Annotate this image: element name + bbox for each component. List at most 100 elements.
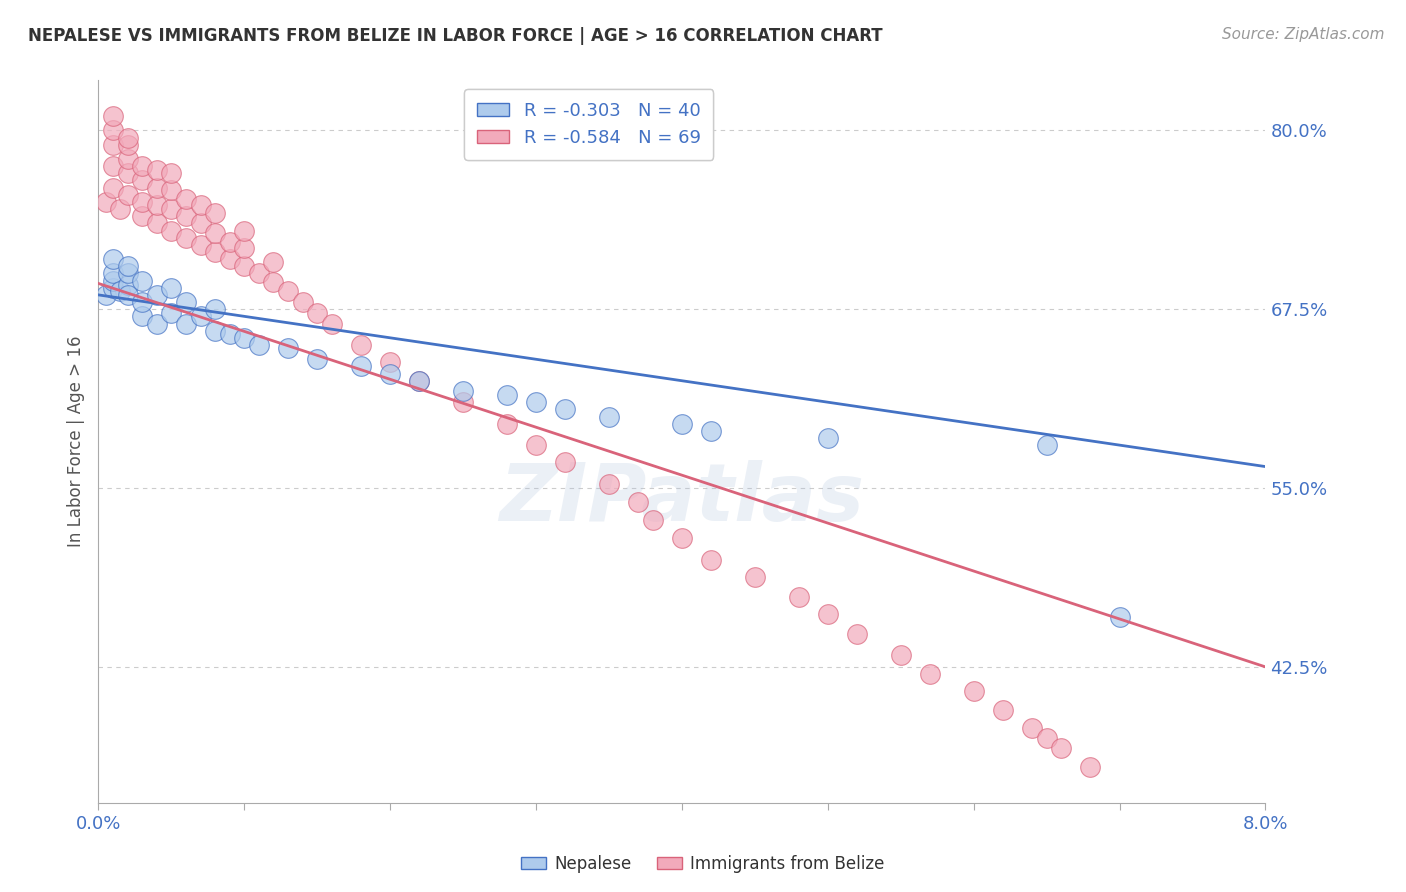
Point: [117, 267, 139, 281]
Point: [641, 512, 664, 526]
Point: [174, 230, 197, 244]
Point: [160, 281, 183, 295]
Point: [350, 338, 373, 352]
Point: [1035, 731, 1057, 746]
Point: [174, 317, 197, 331]
Point: [146, 317, 169, 331]
Point: [174, 192, 197, 206]
Point: [671, 531, 693, 545]
Point: [131, 295, 153, 310]
Point: [174, 209, 197, 223]
Point: [117, 288, 139, 302]
Point: [524, 438, 547, 452]
Point: [233, 331, 256, 345]
Point: [110, 284, 132, 298]
Point: [131, 209, 153, 223]
Point: [350, 359, 373, 374]
Point: [554, 402, 576, 417]
Point: [131, 274, 153, 288]
Point: [262, 275, 284, 289]
Point: [174, 295, 197, 310]
Point: [101, 137, 124, 152]
Point: [307, 306, 329, 320]
Point: [160, 166, 183, 180]
Point: [700, 552, 723, 566]
Point: [190, 237, 212, 252]
Point: [262, 255, 284, 269]
Point: [204, 206, 226, 220]
Point: [247, 338, 270, 352]
Point: [627, 495, 650, 509]
Point: [160, 306, 183, 320]
Point: [598, 476, 620, 491]
Point: [117, 277, 139, 292]
Point: [117, 166, 139, 180]
Point: [218, 235, 240, 249]
Text: ZIPatlas: ZIPatlas: [499, 460, 865, 539]
Point: [233, 241, 256, 255]
Point: [277, 284, 299, 298]
Point: [94, 288, 117, 302]
Point: [380, 355, 402, 369]
Point: [146, 180, 169, 194]
Point: [160, 184, 183, 198]
Point: [918, 667, 941, 681]
Point: [247, 267, 270, 281]
Point: [1035, 438, 1057, 452]
Point: [101, 267, 124, 281]
Point: [496, 388, 519, 402]
Legend: Nepalese, Immigrants from Belize: Nepalese, Immigrants from Belize: [515, 848, 891, 880]
Point: [117, 152, 139, 166]
Point: [101, 281, 124, 295]
Point: [204, 244, 226, 259]
Point: [233, 260, 256, 274]
Point: [101, 109, 124, 123]
Text: NEPALESE VS IMMIGRANTS FROM BELIZE IN LABOR FORCE | AGE > 16 CORRELATION CHART: NEPALESE VS IMMIGRANTS FROM BELIZE IN LA…: [28, 27, 883, 45]
Point: [94, 194, 117, 209]
Point: [117, 137, 139, 152]
Legend: R = -0.303   N = 40, R = -0.584   N = 69: R = -0.303 N = 40, R = -0.584 N = 69: [464, 89, 713, 160]
Point: [496, 417, 519, 431]
Point: [451, 384, 474, 398]
Point: [890, 648, 912, 663]
Point: [700, 424, 723, 438]
Point: [744, 570, 766, 584]
Point: [321, 317, 343, 331]
Point: [131, 194, 153, 209]
Point: [962, 684, 984, 698]
Point: [160, 202, 183, 216]
Point: [233, 223, 256, 237]
Point: [101, 274, 124, 288]
Point: [408, 374, 430, 388]
Point: [146, 288, 169, 302]
Point: [554, 455, 576, 469]
Point: [110, 202, 132, 216]
Point: [190, 216, 212, 230]
Point: [218, 326, 240, 341]
Point: [817, 431, 839, 445]
Point: [598, 409, 620, 424]
Point: [380, 367, 402, 381]
Point: [451, 395, 474, 409]
Point: [1021, 722, 1043, 736]
Y-axis label: In Labor Force | Age > 16: In Labor Force | Age > 16: [66, 335, 84, 548]
Point: [131, 310, 153, 324]
Point: [101, 252, 124, 266]
Point: [160, 223, 183, 237]
Point: [307, 352, 329, 367]
Point: [204, 302, 226, 317]
Point: [117, 130, 139, 145]
Point: [277, 341, 299, 355]
Point: [190, 198, 212, 212]
Point: [671, 417, 693, 431]
Point: [101, 123, 124, 137]
Point: [117, 187, 139, 202]
Point: [117, 260, 139, 274]
Point: [817, 607, 839, 621]
Point: [146, 216, 169, 230]
Point: [101, 180, 124, 194]
Point: [1050, 741, 1073, 756]
Point: [845, 627, 868, 641]
Point: [787, 590, 810, 604]
Point: [524, 395, 547, 409]
